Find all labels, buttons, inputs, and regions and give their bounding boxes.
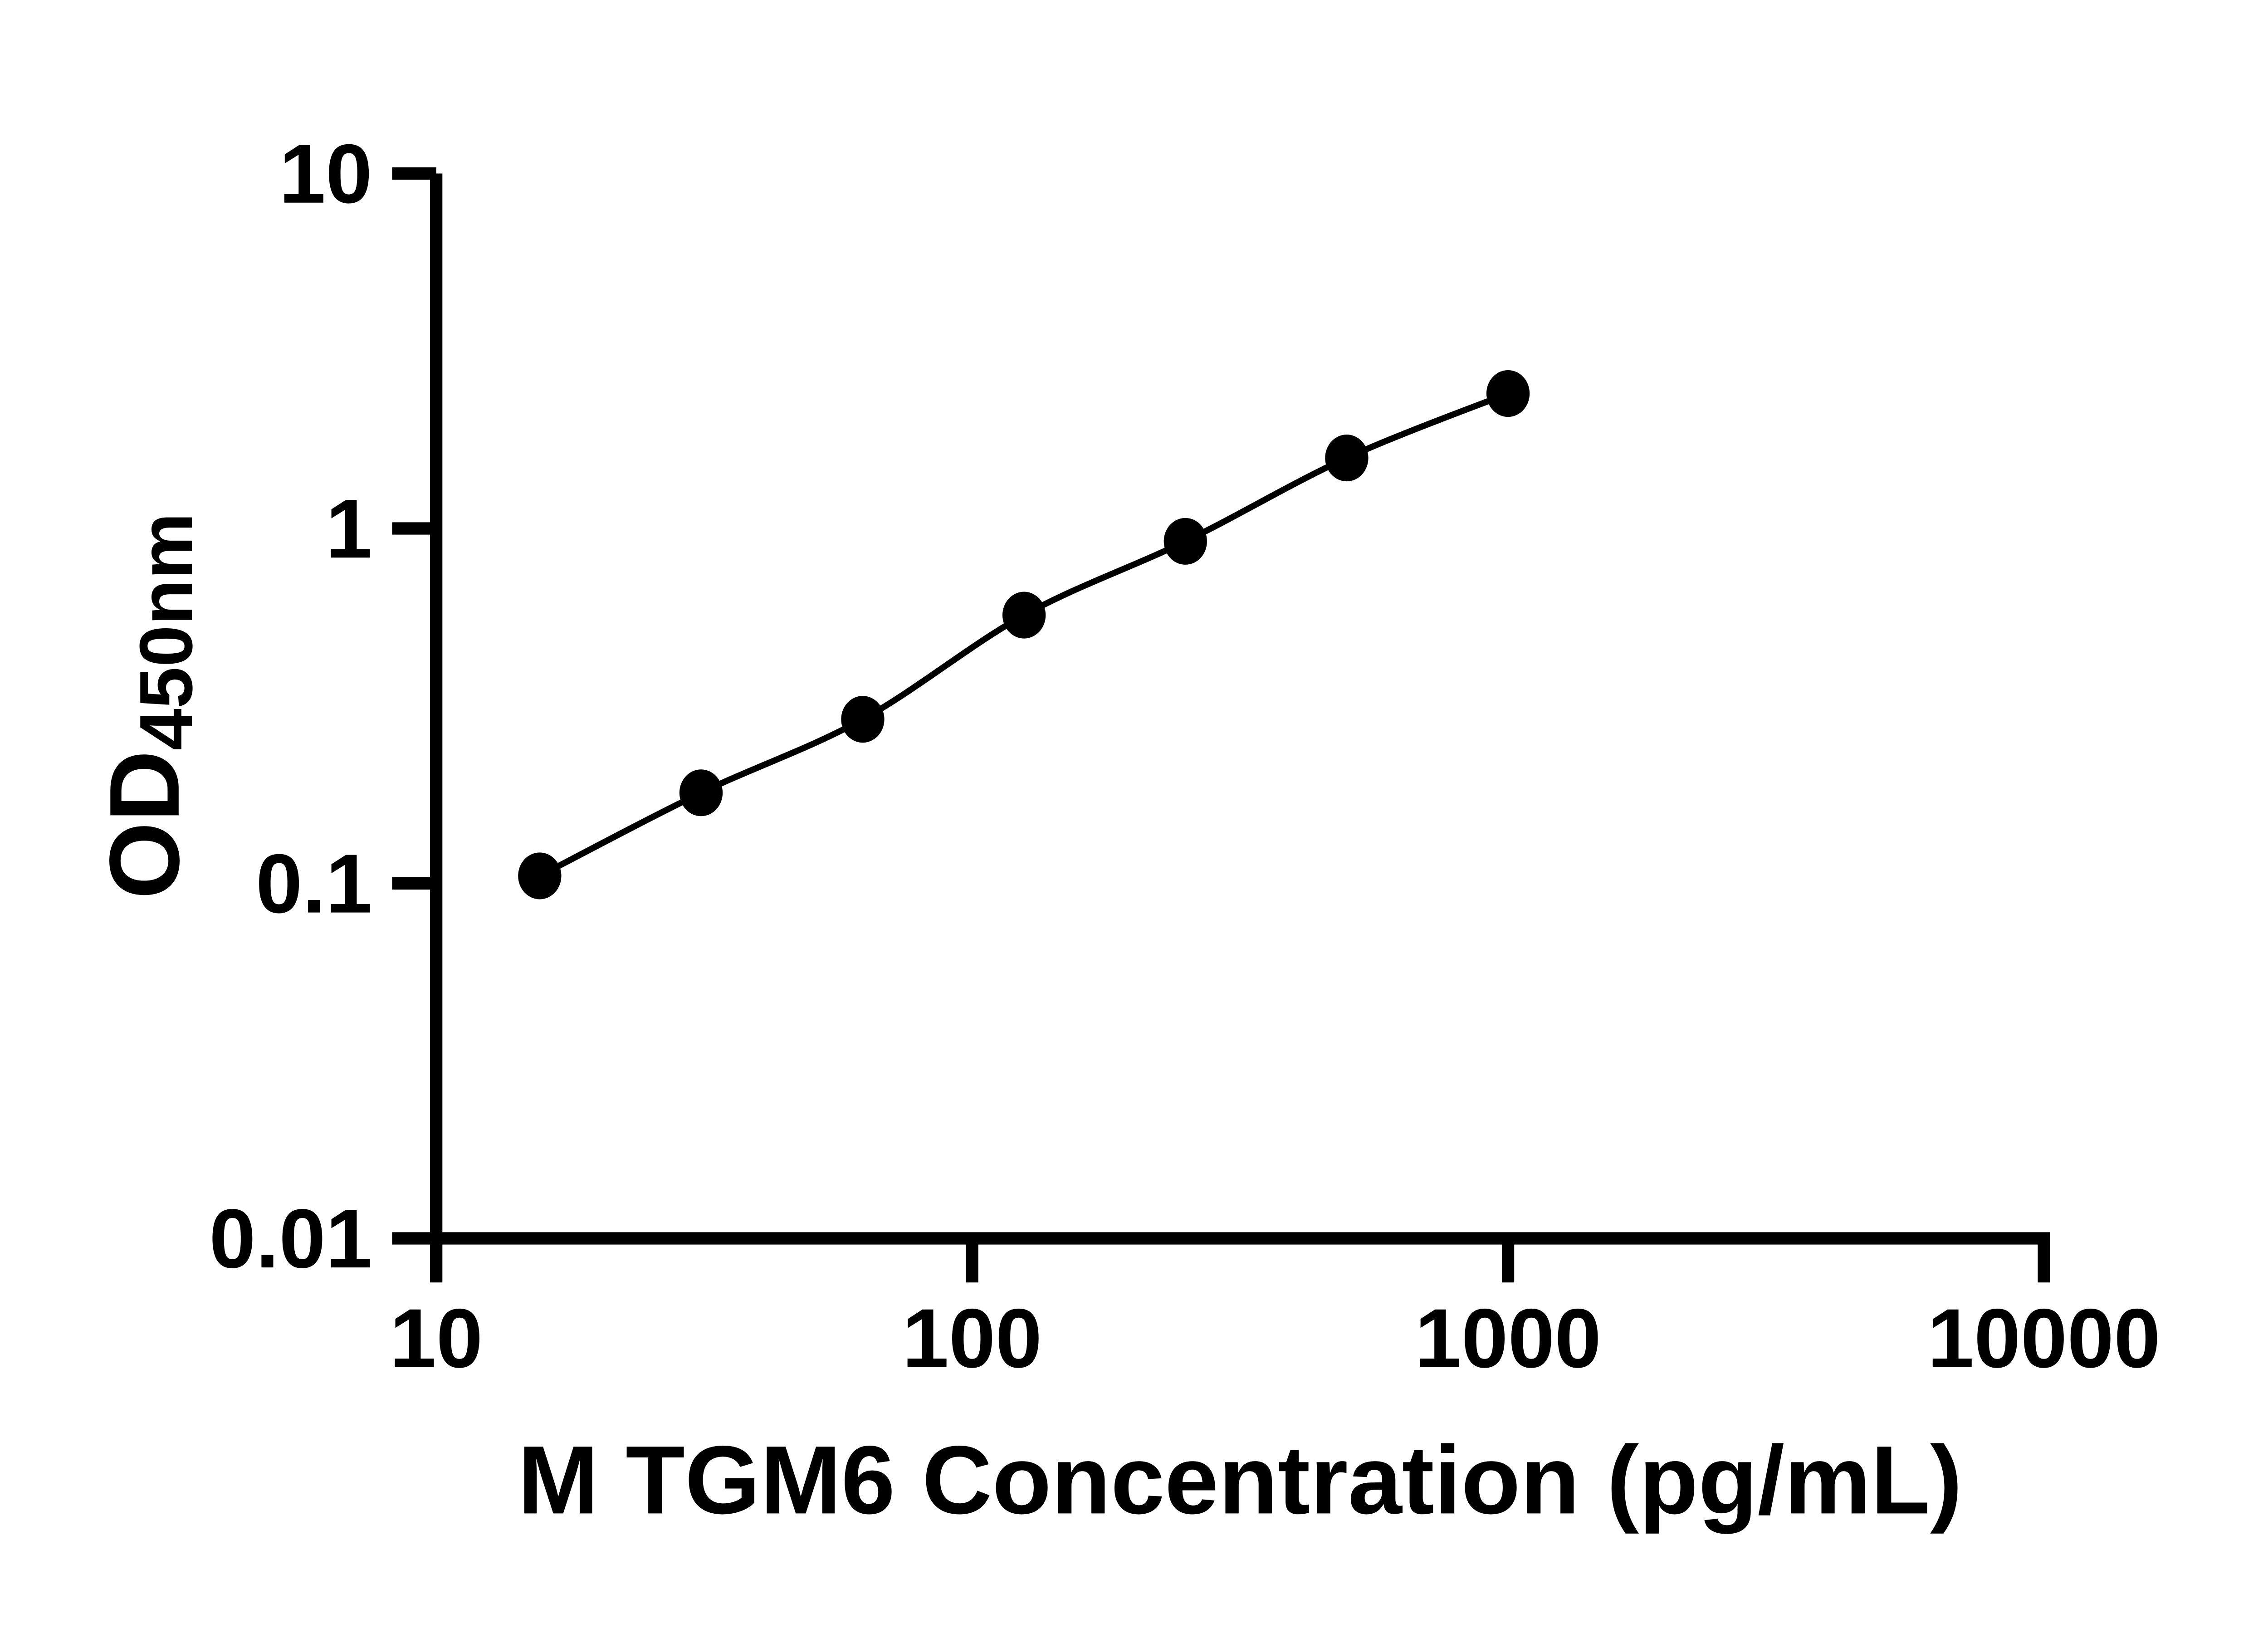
data-point xyxy=(1486,370,1530,417)
y-axis-title-main: OD xyxy=(89,750,200,899)
x-tick-label: 100 xyxy=(902,1292,1042,1385)
y-tick-label: 0.1 xyxy=(256,837,372,931)
data-point xyxy=(679,769,723,816)
x-tick-label: 10000 xyxy=(1927,1292,2160,1385)
y-axis-title: OD450nm xyxy=(89,513,208,899)
data-point xyxy=(1163,518,1207,565)
y-tick-label: 10 xyxy=(279,127,372,221)
y-axis-title-subscript: 450nm xyxy=(124,513,208,750)
x-tick-label: 10 xyxy=(390,1292,483,1385)
data-point xyxy=(1325,435,1369,482)
x-tick-label: 1000 xyxy=(1415,1292,1601,1385)
x-axis-title: M TGM6 Concentration (pg/mL) xyxy=(518,1426,1963,1534)
data-point xyxy=(1002,592,1046,639)
data-point xyxy=(841,696,885,743)
y-tick-label: 0.01 xyxy=(209,1192,372,1286)
data-point xyxy=(518,852,562,900)
chart-background xyxy=(0,22,2268,1611)
y-tick-label: 1 xyxy=(326,482,372,576)
